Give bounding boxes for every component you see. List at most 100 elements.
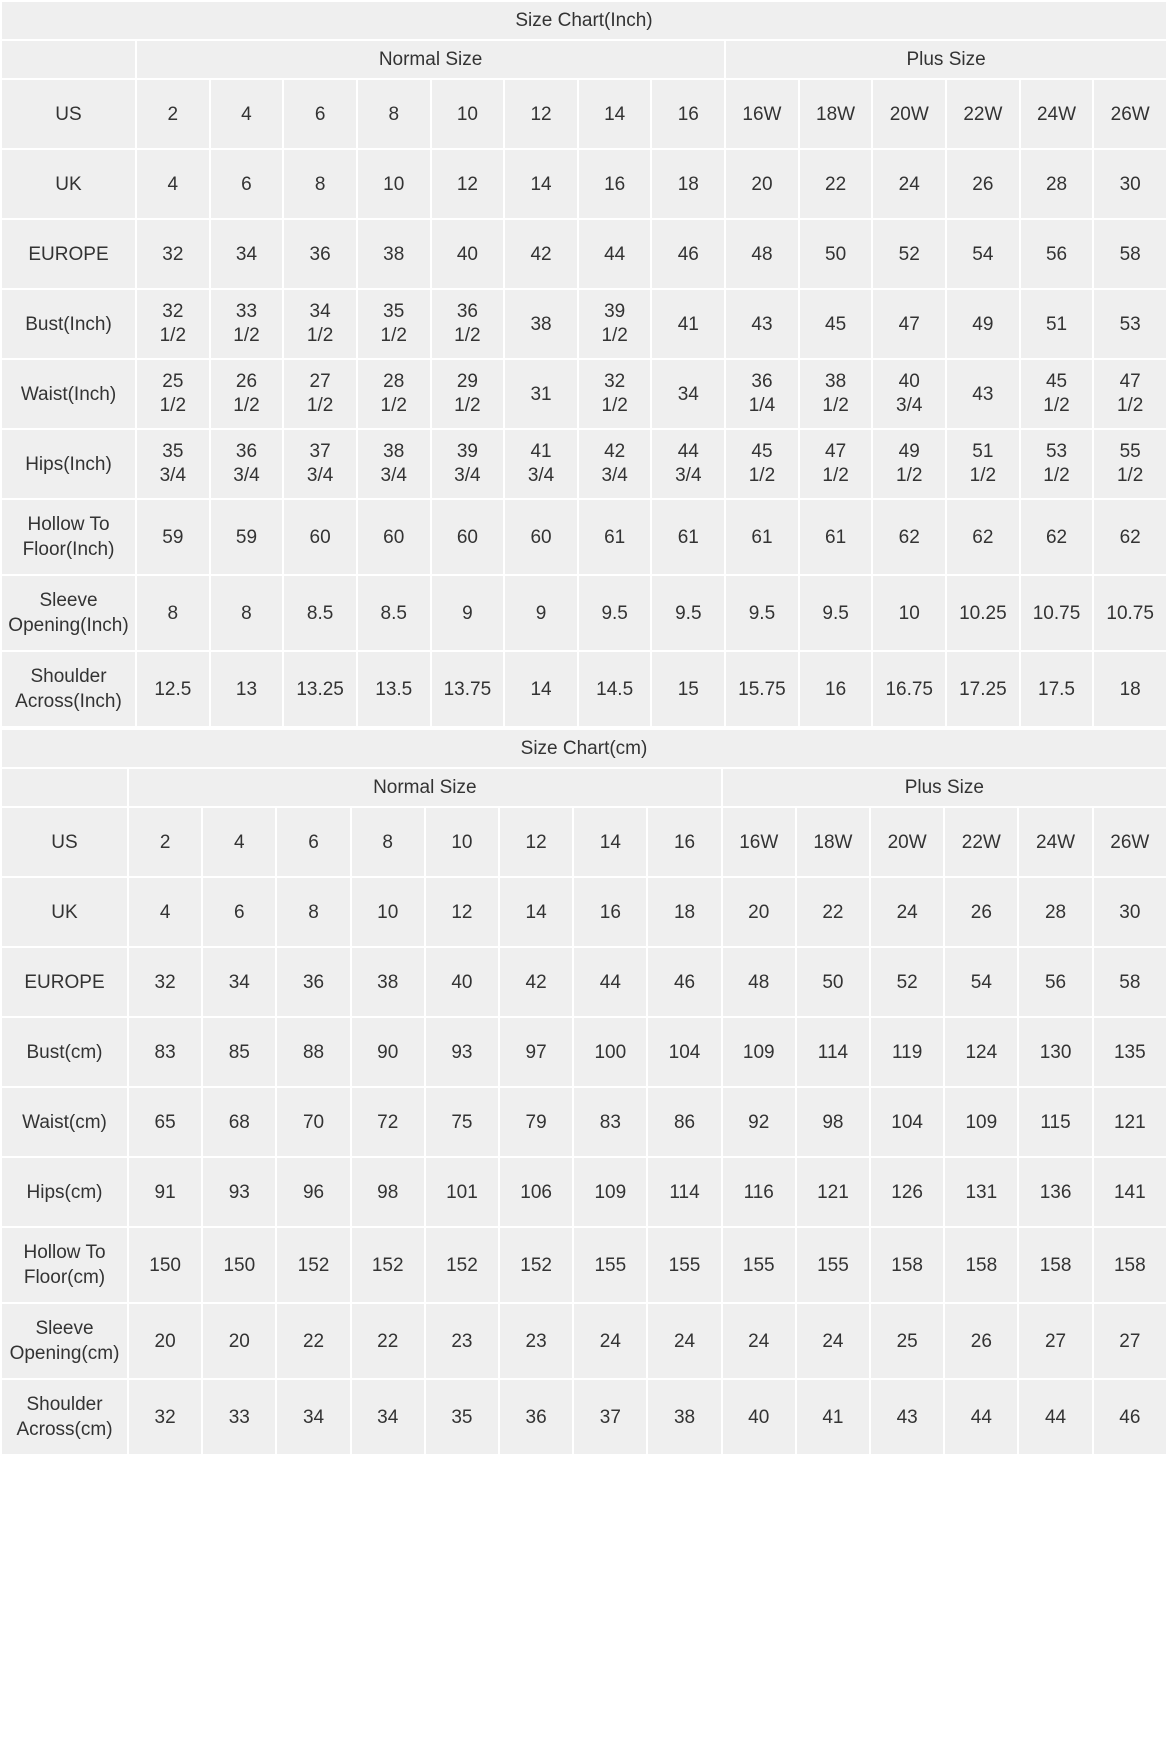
table-cell: 38 1/2: [799, 360, 872, 429]
table-row: Hips(Inch) 35 3/4 36 3/4 37 3/4 38 3/4 39 3/4 41 3/4…: [2, 430, 1166, 499]
value-whole: 32: [604, 371, 626, 393]
table-cell: 44: [574, 948, 647, 1017]
table-cell: 70: [277, 1088, 350, 1157]
table-row: Waist(Inch) 25 1/2 26 1/2 27 1/2 28 1/2 29 1/2 31 32…: [2, 360, 1166, 429]
table-cell: 158: [1019, 1228, 1092, 1303]
table-cell: 9: [505, 576, 577, 651]
table-cell: 4: [210, 80, 283, 149]
table-cell: 32: [129, 948, 202, 1017]
table-corner-cell: [2, 769, 127, 807]
table-cell: 52: [871, 948, 944, 1017]
table-cell: 27: [1019, 1304, 1092, 1379]
table-cell: 16W: [722, 808, 795, 877]
table-cell: 34: [351, 1380, 424, 1455]
table-cell: 14: [574, 808, 647, 877]
table-cell: 22: [796, 878, 870, 947]
table-row: Sleeve Opening(cm) 20 20 22 22 23 23 24 24 24 24 25 2…: [2, 1304, 1166, 1379]
table-corner-cell: [2, 41, 135, 79]
table-cell: 30: [1093, 878, 1166, 947]
row-label: Bust(Inch): [2, 290, 135, 359]
table-row: Shoulder Across(cm) 32 33 34 34 35 36 37 38 40 41 43…: [2, 1380, 1166, 1455]
table-cell: 15: [652, 652, 725, 727]
table-cell: 41 3/4: [505, 430, 577, 499]
table-cell: 152: [500, 1228, 573, 1303]
table-cell: 101: [425, 1158, 499, 1227]
table-cell: 20: [726, 150, 798, 219]
table-cell: 28 1/2: [357, 360, 430, 429]
table-cell: 46: [652, 220, 725, 289]
table-cell: 98: [351, 1158, 424, 1227]
table-cell: 62: [1020, 500, 1093, 575]
table-cell: 6: [210, 150, 283, 219]
table-cell: 36 1/2: [431, 290, 504, 359]
table-cell: 10: [873, 576, 946, 651]
table-cell: 141: [1093, 1158, 1166, 1227]
row-label: Hips(cm): [2, 1158, 127, 1227]
table-cell: 49 1/2: [873, 430, 946, 499]
table-cell: 50: [796, 948, 870, 1017]
table-cell: 150: [203, 1228, 276, 1303]
table-cell: 23: [425, 1304, 499, 1379]
row-label: Sleeve Opening(Inch): [2, 576, 135, 651]
table-cell: 155: [648, 1228, 721, 1303]
table-cell: 75: [425, 1088, 499, 1157]
value-fraction: 1/2: [822, 395, 849, 417]
table-cell: 150: [129, 1228, 202, 1303]
table-cell: 14.5: [578, 652, 651, 727]
value-whole: 36: [751, 371, 773, 393]
row-label: Waist(Inch): [2, 360, 135, 429]
table-cell: 56: [1020, 220, 1093, 289]
table-cell: 47 1/2: [799, 430, 872, 499]
value-fraction: 1/2: [822, 465, 849, 487]
table-cell: 56: [1019, 948, 1092, 1017]
table-cell: 18: [652, 150, 725, 219]
table-cell: 68: [203, 1088, 276, 1157]
table-cell: 152: [425, 1228, 499, 1303]
value-fraction: 1/2: [380, 395, 407, 417]
value-fraction: 1/4: [748, 395, 776, 417]
table-cell: 24: [873, 150, 946, 219]
table-cell: 2: [129, 808, 202, 877]
row-label: Bust(cm): [2, 1018, 127, 1087]
table-cell: 31: [505, 360, 577, 429]
table-cell: 16: [574, 878, 647, 947]
table-cell: 98: [796, 1088, 870, 1157]
table-cell: 13.75: [431, 652, 504, 727]
table-cell: 8: [351, 808, 424, 877]
table-cell: 41: [796, 1380, 870, 1455]
table-cell: 41: [652, 290, 725, 359]
table-cell: 15.75: [726, 652, 798, 727]
table-cell: 18: [648, 878, 721, 947]
table-cell: 93: [425, 1018, 499, 1087]
table-cell: 37 3/4: [284, 430, 356, 499]
table-cell: 20W: [871, 808, 944, 877]
value-whole: 45: [1045, 371, 1068, 393]
table-cell: 27: [1093, 1304, 1166, 1379]
table-row: EUROPE 32 34 36 38 40 42 44 46 48 50 52 54 56 58: [2, 220, 1166, 289]
table-cell: 104: [648, 1018, 721, 1087]
table-cell: 50: [799, 220, 872, 289]
table-cell: 62: [947, 500, 1019, 575]
table-cell: 10: [351, 878, 424, 947]
group-header-row: Normal Size Plus Size: [2, 41, 1166, 79]
table-cell: 72: [351, 1088, 424, 1157]
table-cell: 9.5: [726, 576, 798, 651]
table-cell: 83: [129, 1018, 202, 1087]
table-cell: 23: [500, 1304, 573, 1379]
table-cell: 36 3/4: [210, 430, 283, 499]
table-cell: 109: [722, 1018, 795, 1087]
table-cell: 13: [210, 652, 283, 727]
table-cell: 86: [648, 1088, 721, 1157]
value-fraction: 1/2: [306, 395, 334, 417]
table-cell: 53: [1094, 290, 1166, 359]
table-cell: 158: [945, 1228, 1018, 1303]
table-cell: 12: [505, 80, 577, 149]
value-whole: 26: [235, 371, 258, 393]
value-fraction: 3/4: [233, 465, 260, 487]
value-whole: 47: [1119, 371, 1141, 393]
table-cell: 14: [505, 652, 577, 727]
table-cell: 47: [873, 290, 946, 359]
value-fraction: 1/2: [159, 325, 187, 347]
table-cell: 9: [431, 576, 504, 651]
value-whole: 37: [309, 441, 331, 463]
